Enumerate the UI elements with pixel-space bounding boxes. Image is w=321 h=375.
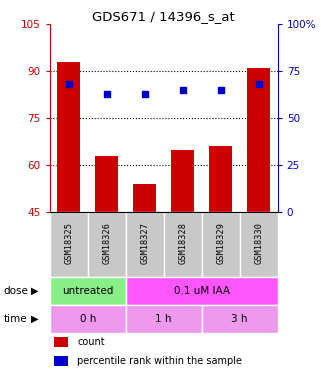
Text: dose: dose: [3, 286, 28, 296]
Text: time: time: [3, 314, 27, 324]
Title: GDS671 / 14396_s_at: GDS671 / 14396_s_at: [92, 10, 235, 23]
Text: GSM18328: GSM18328: [178, 222, 187, 264]
Point: [180, 87, 185, 93]
Text: 0 h: 0 h: [80, 314, 96, 324]
Bar: [54, 337, 68, 347]
Bar: [202, 212, 240, 277]
Text: percentile rank within the sample: percentile rank within the sample: [77, 356, 242, 366]
Point: [256, 81, 261, 87]
Text: GSM18330: GSM18330: [254, 222, 263, 264]
Bar: [126, 305, 202, 333]
Bar: [88, 212, 126, 277]
Bar: [171, 150, 194, 212]
Bar: [54, 356, 68, 366]
Bar: [126, 277, 278, 305]
Text: count: count: [77, 337, 105, 347]
Bar: [50, 212, 88, 277]
Text: GSM18329: GSM18329: [216, 222, 225, 264]
Text: ▶: ▶: [30, 286, 38, 296]
Point: [142, 91, 147, 97]
Bar: [95, 156, 118, 212]
Text: untreated: untreated: [62, 286, 113, 296]
Bar: [164, 212, 202, 277]
Bar: [50, 305, 126, 333]
Bar: [126, 212, 164, 277]
Text: 1 h: 1 h: [155, 314, 172, 324]
Text: GSM18326: GSM18326: [102, 222, 111, 264]
Point: [104, 91, 109, 97]
Bar: [240, 212, 278, 277]
Text: ▶: ▶: [30, 314, 38, 324]
Bar: [57, 62, 80, 212]
Text: GSM18325: GSM18325: [64, 222, 73, 264]
Point: [218, 87, 223, 93]
Text: 3 h: 3 h: [231, 314, 248, 324]
Text: 0.1 uM IAA: 0.1 uM IAA: [174, 286, 230, 296]
Bar: [209, 146, 232, 212]
Bar: [202, 305, 278, 333]
Bar: [133, 184, 156, 212]
Bar: [247, 68, 270, 212]
Bar: [50, 277, 126, 305]
Point: [66, 81, 71, 87]
Text: GSM18327: GSM18327: [140, 222, 149, 264]
